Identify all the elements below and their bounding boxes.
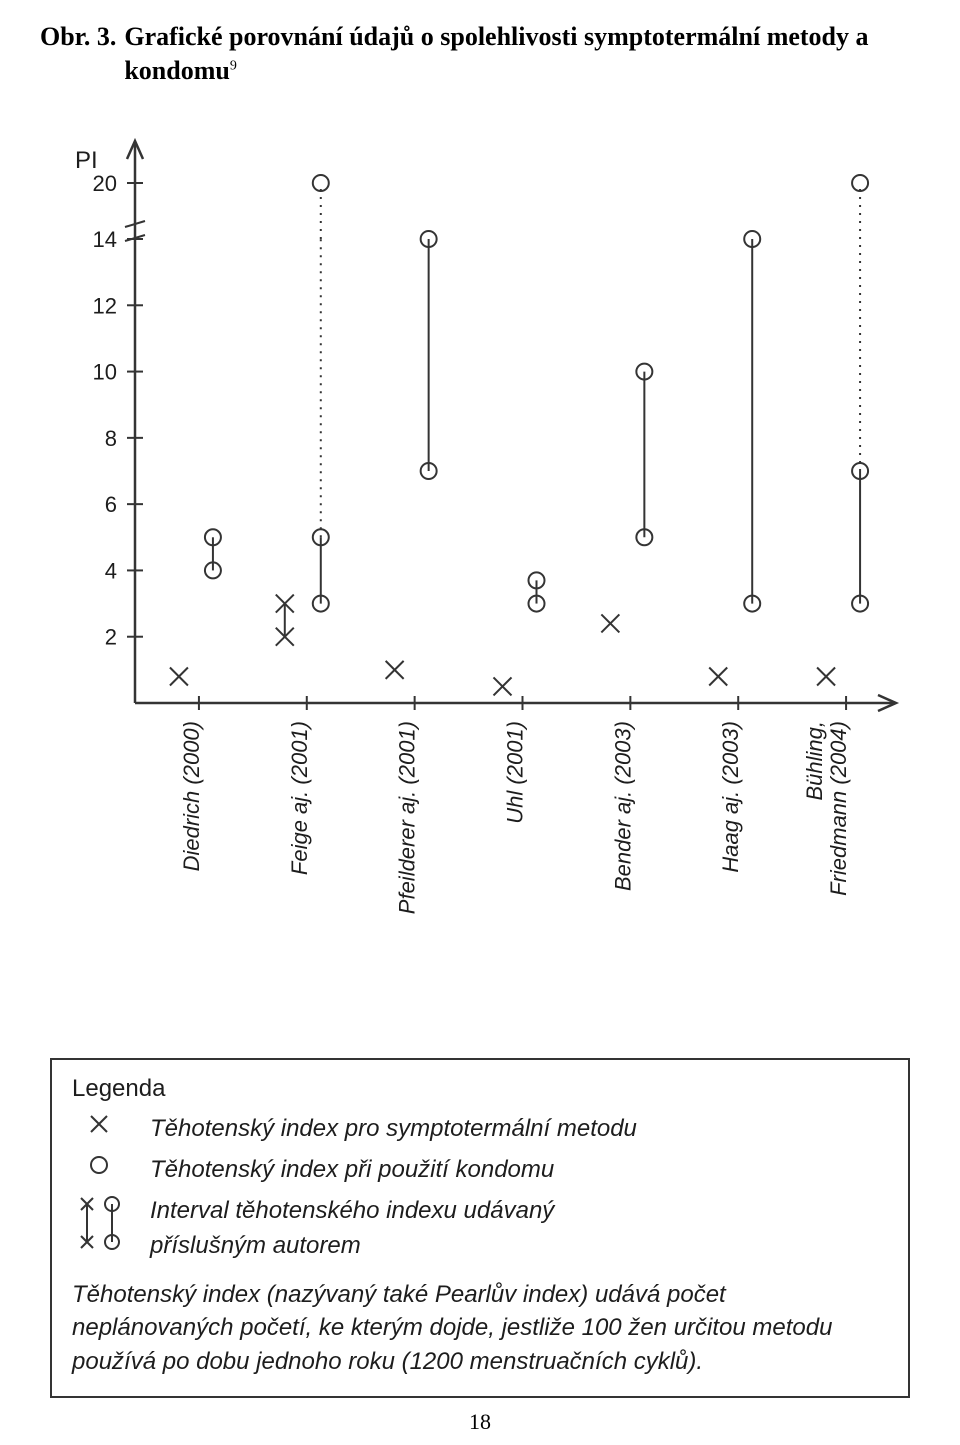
svg-text:Friedmann (2004): Friedmann (2004)	[826, 721, 851, 896]
svg-text:8: 8	[105, 425, 117, 450]
legend-symbol-x	[72, 1112, 126, 1136]
svg-text:4: 4	[105, 558, 117, 583]
chart-svg: PI 2 4 6 8 10 12 14 20 Diedrich (2000) Feige aj. (…	[40, 113, 910, 1033]
svg-text:Pfeilderer aj. (2001): Pfeilderer aj. (2001)	[395, 721, 420, 914]
legend-text-x: Těhotenský index pro symptotermální meto…	[150, 1112, 888, 1147]
footnote-mark: 9	[230, 58, 237, 73]
legend-text-range: Interval těhotenského indexu udávaný pří…	[150, 1194, 888, 1264]
chart-container: PI 2 4 6 8 10 12 14 20 Diedrich (2000) Feige aj. (…	[40, 113, 910, 1033]
svg-text:20: 20	[93, 171, 117, 196]
legend-text-range-l2: příslušným autorem	[150, 1232, 361, 1259]
svg-text:12: 12	[93, 293, 117, 318]
svg-text:14: 14	[93, 227, 117, 252]
figure-title-text: Grafické porovnání údajů o spolehlivosti…	[124, 22, 868, 85]
svg-text:Uhl (2001): Uhl (2001)	[503, 721, 528, 824]
legend-row-range: Interval těhotenského indexu udávaný pří…	[72, 1194, 888, 1264]
legend-title: Legenda	[72, 1072, 888, 1107]
legend-symbol-o	[72, 1153, 126, 1177]
svg-text:PI: PI	[75, 147, 98, 174]
legend-row-o: Těhotenský index při použití kondomu	[72, 1153, 888, 1188]
legend-text-range-l1: Interval těhotenského indexu udávaný	[150, 1197, 554, 1224]
svg-text:10: 10	[93, 359, 117, 384]
svg-text:Bender aj. (2003): Bender aj. (2003)	[610, 721, 635, 891]
svg-text:Feige aj. (2001): Feige aj. (2001)	[287, 721, 312, 875]
svg-text:Haag aj. (2003): Haag aj. (2003)	[718, 721, 743, 873]
legend-box: Legenda Těhotenský index pro symptotermá…	[50, 1058, 910, 1399]
figure-title-main: Grafické porovnání údajů o spolehlivosti…	[124, 20, 920, 88]
legend-text-o: Těhotenský index při použití kondomu	[150, 1153, 888, 1188]
figure-title-row: Obr. 3. Grafické porovnání údajů o spole…	[40, 20, 920, 88]
svg-text:2: 2	[105, 624, 117, 649]
legend-row-x: Těhotenský index pro symptotermální meto…	[72, 1112, 888, 1147]
pearl-index-note: Těhotenský index (nazývaný také Pearlův …	[72, 1278, 888, 1379]
svg-text:6: 6	[105, 492, 117, 517]
svg-text:Bühling,: Bühling,	[802, 721, 827, 801]
figure-title-prefix: Obr. 3.	[40, 20, 116, 54]
legend-symbol-range	[72, 1194, 126, 1252]
svg-text:Diedrich (2000): Diedrich (2000)	[179, 721, 204, 871]
page-number: 18	[0, 1409, 960, 1435]
page: Obr. 3. Grafické porovnání údajů o spole…	[0, 0, 960, 1445]
